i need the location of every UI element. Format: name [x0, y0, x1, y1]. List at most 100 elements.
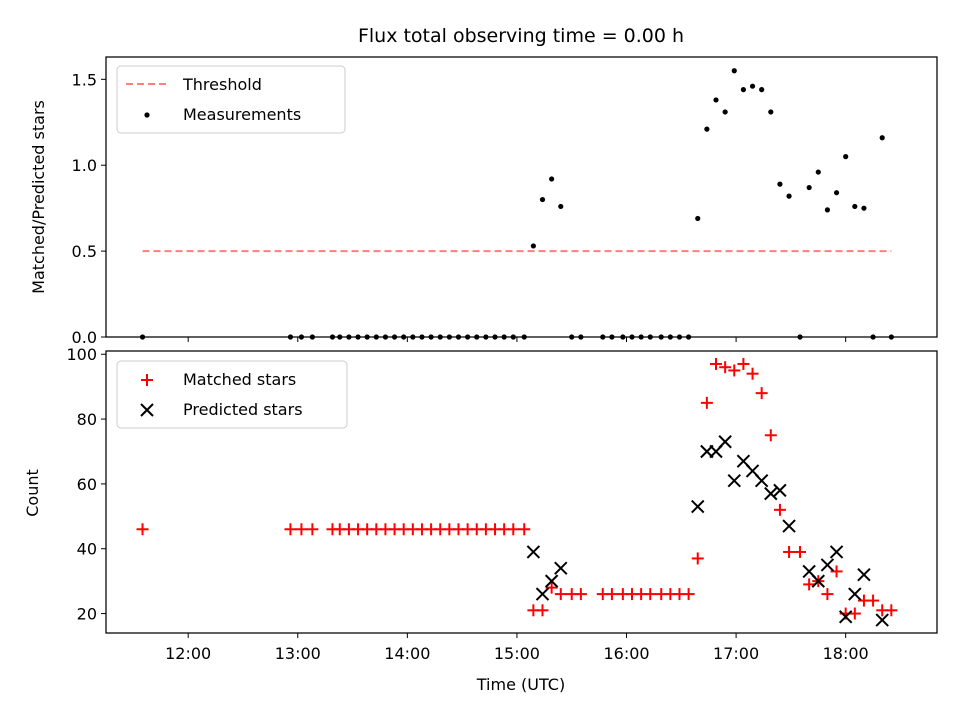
matched-star-point: [710, 357, 723, 370]
measurement-point: [768, 109, 774, 115]
bottom-y-tick-label: 60: [77, 475, 97, 494]
matched-star-point: [755, 387, 768, 400]
matched-legend-label: Matched stars: [183, 370, 296, 389]
measurement-point: [740, 87, 747, 93]
top-y-tick-label: 0.5: [72, 242, 97, 261]
matched-star-point: [764, 429, 777, 442]
matched-star-point: [536, 604, 549, 617]
predicted-star-point: [811, 574, 825, 588]
measurement-point: [731, 68, 737, 74]
bottom-x-tick-label: 18:00: [823, 644, 869, 663]
bottom-x-tick-label: 13:00: [275, 644, 321, 663]
predicted-star-point: [820, 558, 835, 572]
matched-star-point: [848, 607, 861, 620]
bottom-x-tick-label: 14:00: [384, 644, 430, 663]
measurement-point: [786, 193, 792, 199]
matched-star-point: [728, 364, 741, 377]
measurements-legend-label: Measurements: [183, 105, 301, 124]
measurement-point: [833, 190, 840, 196]
matched-star-point: [773, 503, 786, 516]
bottom-plot-frame: [105, 350, 938, 634]
bottom-x-tick-label: 17:00: [713, 644, 759, 663]
matched-star-point: [682, 588, 695, 601]
measurement-point: [749, 83, 756, 89]
predicted-star-point: [718, 435, 732, 449]
measurement-point: [722, 109, 728, 115]
matched-star-point: [306, 523, 319, 536]
matched-star-point: [136, 523, 149, 536]
measurement-point: [558, 203, 564, 210]
measurement-point: [759, 87, 765, 93]
matched-star-point: [783, 545, 796, 558]
matched-star-point: [295, 523, 308, 536]
top-legend-box: [116, 65, 346, 134]
top-plot-frame: [105, 56, 938, 338]
bottom-x-tick-label: 15:00: [494, 644, 540, 663]
measurement-point: [704, 126, 710, 132]
chart-title: Flux total observing time = 0.00 h: [358, 25, 684, 47]
predicted-legend-swatch: [140, 403, 154, 417]
bottom-y-tick-label: 80: [77, 410, 97, 429]
x-axis-label: Time (UTC): [476, 675, 565, 694]
predicted-star-point: [554, 561, 568, 575]
predicted-star-point: [535, 587, 550, 601]
top-legend: Threshold Measurements: [116, 65, 346, 134]
matched-star-point: [719, 361, 732, 374]
top-y-tick-label: 0.0: [72, 328, 97, 347]
matched-star-point: [518, 523, 531, 536]
bottom-y-tick-label: 40: [77, 540, 97, 559]
predicted-legend-label: Predicted stars: [183, 400, 303, 419]
predicted-star-point: [773, 483, 787, 498]
matched-star-point: [821, 588, 834, 601]
predicted-star-point: [829, 545, 844, 559]
measurement-point: [549, 176, 555, 182]
matched-star-point: [700, 396, 713, 409]
measurement-point: [530, 243, 536, 249]
bottom-legend-box: [116, 360, 348, 429]
predicted-star-point: [754, 473, 769, 488]
matched-star-point: [644, 588, 657, 601]
bottom-x-tick-label: 12:00: [165, 644, 211, 663]
measurement-point: [879, 135, 885, 141]
measurements-legend-swatch: [144, 112, 150, 118]
top-y-tick-label: 1.5: [72, 70, 97, 89]
matched-star-point: [554, 588, 567, 601]
matched-star-point: [284, 523, 297, 536]
threshold-legend-label: Threshold: [182, 75, 262, 94]
bottom-y-axis-label: Count: [23, 469, 42, 517]
measurement-point: [806, 184, 812, 191]
measurement-point: [777, 181, 783, 187]
predicted-star-point: [838, 610, 853, 624]
matched-star-point: [737, 357, 750, 370]
predicted-star-point: [857, 567, 871, 582]
matched-star-point: [746, 367, 759, 380]
predicted-star-point: [526, 545, 541, 559]
predicted-star-point: [764, 486, 778, 501]
bottom-legend: Matched stars Predicted stars: [116, 360, 348, 429]
measurement-point: [695, 215, 701, 222]
predicted-star-point: [875, 613, 889, 627]
measurement-point: [824, 207, 831, 213]
predicted-star-point: [848, 587, 862, 601]
matched-star-point: [867, 594, 880, 607]
matched-star-point: [574, 588, 587, 601]
predicted-star-point: [727, 473, 741, 488]
measurement-point: [713, 97, 719, 103]
predicted-star-point: [782, 519, 796, 533]
predicted-star-point: [691, 499, 705, 514]
measurement-point: [861, 205, 867, 211]
measurement-point: [539, 196, 546, 203]
predicted-star-point: [544, 574, 559, 588]
bottom-y-tick-label: 20: [77, 605, 97, 624]
matched-star-point: [885, 604, 898, 617]
matched-star-point: [803, 578, 816, 591]
top-panel: Flux total observing time = 0.00 h Match…: [29, 25, 938, 347]
top-y-tick-label: 1.0: [72, 156, 97, 175]
bottom-x-tick-label: 16:00: [603, 644, 649, 663]
matched-star-point: [605, 588, 618, 601]
matched-star-point: [794, 545, 807, 558]
matched-star-point: [691, 552, 704, 565]
bottom-y-tick-label: 100: [66, 345, 97, 364]
matched-star-point: [507, 523, 520, 536]
